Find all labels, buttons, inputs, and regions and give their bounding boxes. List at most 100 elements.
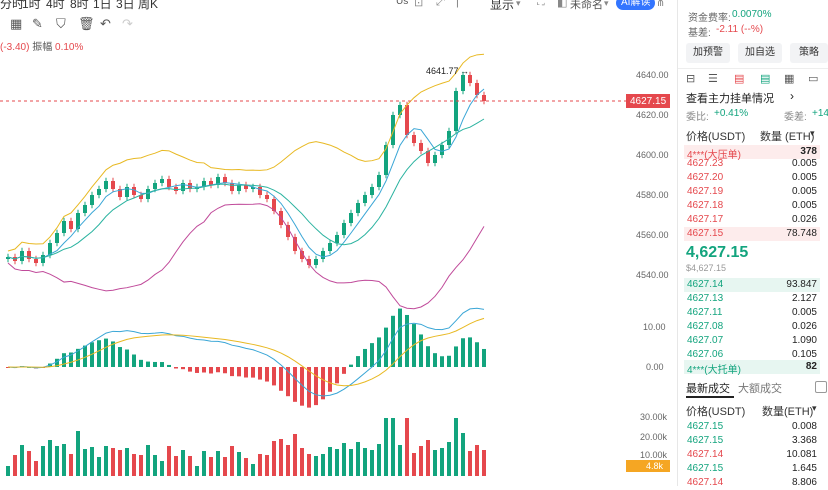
volume-bar <box>195 466 199 476</box>
macd-bar <box>174 367 178 369</box>
us-toggle[interactable]: Us <box>396 0 409 7</box>
view-main-orders-link[interactable]: 查看主力挂单情况 <box>686 93 774 105</box>
orderbook-both-icon[interactable]: ⊟ <box>686 73 696 85</box>
candle <box>111 181 115 189</box>
macd-bar <box>412 324 416 367</box>
volume-bar <box>433 450 437 476</box>
candle <box>62 221 66 233</box>
bid-qty: 0.005 <box>791 307 817 318</box>
chevron-right-icon[interactable]: › <box>790 89 794 103</box>
bid-row[interactable]: 4627.14 93.847 <box>684 278 820 292</box>
volume-bar <box>55 446 59 476</box>
display-chevron-icon: ▾ <box>516 0 521 8</box>
tick-macd-10: 10.00 <box>643 322 666 332</box>
trades-unit-chevron-icon[interactable]: ▾ <box>812 403 817 413</box>
candle <box>461 75 465 91</box>
undo-icon[interactable]: ↶ <box>100 16 111 31</box>
macd-bar <box>391 315 395 367</box>
tf-1[interactable]: 分时 <box>0 0 25 11</box>
strategy-button[interactable]: 策略 <box>790 43 828 63</box>
candle <box>209 181 213 185</box>
bracket-icon[interactable]: ⌈ <box>456 0 461 9</box>
camera-icon[interactable]: ⊡ <box>414 0 424 9</box>
tab-big-trades[interactable]: 大额成交 <box>738 383 782 395</box>
brush-icon[interactable]: ✎ <box>32 16 43 31</box>
basis-label: 基差: <box>688 28 711 39</box>
ask-row[interactable]: 4627.23 0.005 <box>684 157 820 171</box>
filter-icon[interactable]: ⛉ <box>56 16 66 31</box>
ai-button[interactable]: AI解读 <box>616 0 656 10</box>
bid-row[interactable]: 4627.06 0.105 <box>684 348 820 362</box>
bid-qty: 2.127 <box>791 293 817 304</box>
amp-value: 0.10% <box>55 42 84 53</box>
macd-bar <box>307 367 311 408</box>
orderbook-list-icon[interactable]: ☰ <box>708 73 718 85</box>
candle <box>181 183 185 191</box>
bid-row[interactable]: 4627.07 1.090 <box>684 334 820 348</box>
macd-bar <box>279 367 283 391</box>
layout-name[interactable]: 未命名 <box>570 0 603 11</box>
macd-bar <box>139 359 143 367</box>
volume-bar <box>258 454 262 476</box>
orderbook-asks-icon[interactable]: ▤ <box>734 73 745 85</box>
orderbook-grid-icon[interactable]: ▦ <box>784 73 795 85</box>
tf-6[interactable]: 3日 <box>116 0 135 11</box>
bid-row[interactable]: 4627.13 2.127 <box>684 292 820 306</box>
volume-bar <box>174 456 178 476</box>
ask-row[interactable]: 4627.19 0.005 <box>684 185 820 199</box>
volume-bar <box>419 446 423 476</box>
bid-big-row[interactable]: 4***(大托单) 82 <box>684 360 820 376</box>
volume-bar <box>20 445 24 476</box>
macd-bar <box>237 367 241 377</box>
qty-unit-chevron-icon[interactable]: ▾ <box>810 128 815 138</box>
add-favorite-button[interactable]: 加自选 <box>738 43 782 63</box>
display-button[interactable]: 显示 <box>490 0 515 12</box>
ask-row[interactable]: 4627.17 0.026 <box>684 213 820 227</box>
volume-bar <box>398 445 402 476</box>
volume-bar <box>251 464 255 476</box>
candle <box>174 187 178 191</box>
layout-icon[interactable]: ◧ <box>557 0 568 9</box>
orderbook-more-icon[interactable]: ▭ <box>808 73 819 85</box>
candle <box>83 205 87 213</box>
orderbook-bids-icon[interactable]: ▤ <box>760 73 771 85</box>
trash-icon[interactable]: 🗑 <box>78 16 95 31</box>
volume-bar <box>34 461 38 476</box>
ask-big-price: 4***(大压单) <box>687 150 741 161</box>
bid-row[interactable]: 4627.11 0.005 <box>684 306 820 320</box>
indicator-icon[interactable]: ▦ <box>10 16 23 31</box>
volume-bar <box>83 449 87 476</box>
tf-2[interactable]: 1时 <box>22 0 41 11</box>
big-trades-checkbox[interactable] <box>815 381 827 393</box>
diff-value: +14 <box>812 108 828 119</box>
candle <box>342 223 346 235</box>
macd-bar <box>405 314 409 367</box>
volume-bar <box>461 433 465 476</box>
share-icon[interactable]: ⋔ <box>656 0 666 9</box>
basis-value: -2.11 (--%) <box>716 24 764 35</box>
trade-row: 4627.15 1.645 <box>684 462 820 476</box>
tf-5[interactable]: 1日 <box>93 0 112 11</box>
tf-7[interactable]: 周K <box>138 0 159 11</box>
expand-icon[interactable]: ⛶ <box>537 0 545 8</box>
kline-chart[interactable]: 4640.00 4620.00 4600.00 4580.00 4560.00 … <box>0 0 676 486</box>
redo-icon[interactable]: ↷ <box>122 16 133 31</box>
tf-3[interactable]: 4时 <box>46 0 65 11</box>
volume-bar <box>209 457 213 476</box>
tick-4620: 4620.00 <box>636 110 669 120</box>
add-alert-button[interactable]: 加预警 <box>686 43 730 63</box>
macd-bar <box>125 349 129 367</box>
ask-big-row[interactable]: 4***(大压单) 378 <box>684 145 820 161</box>
candle <box>349 213 353 223</box>
tab-latest-trades[interactable]: 最新成交 <box>686 383 730 395</box>
ask-row[interactable]: 4627.18 0.005 <box>684 199 820 213</box>
last-price-usd: $4,627.15 <box>686 263 727 273</box>
ask-row[interactable]: 4627.15 78.748 <box>684 227 820 241</box>
ask-row[interactable]: 4627.20 0.005 <box>684 171 820 185</box>
candle <box>48 243 52 255</box>
fullscreen-icon[interactable]: ⤢ <box>436 0 445 8</box>
candle <box>69 221 73 229</box>
candle <box>118 189 122 197</box>
bid-row[interactable]: 4627.08 0.026 <box>684 320 820 334</box>
tf-4[interactable]: 8时 <box>70 0 89 11</box>
